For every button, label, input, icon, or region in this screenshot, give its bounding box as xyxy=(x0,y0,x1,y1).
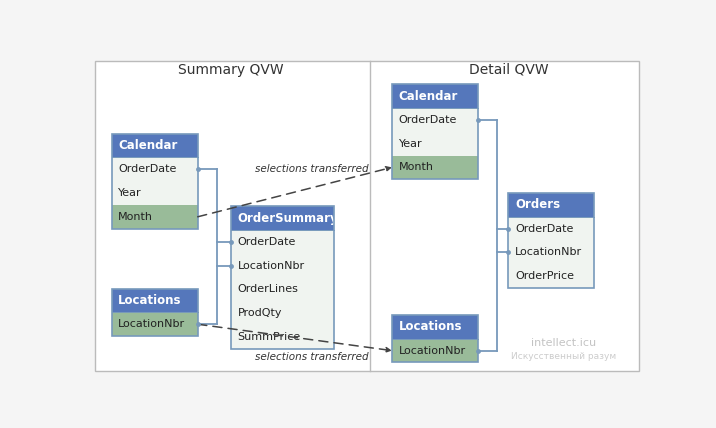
Text: OrderLines: OrderLines xyxy=(238,284,299,294)
Text: Calendar: Calendar xyxy=(118,139,178,152)
Text: Locations: Locations xyxy=(399,321,462,333)
Text: LocationNbr: LocationNbr xyxy=(399,345,465,356)
Text: OrderSummary: OrderSummary xyxy=(238,211,338,225)
FancyBboxPatch shape xyxy=(112,181,198,205)
Text: Calendar: Calendar xyxy=(399,90,458,103)
FancyBboxPatch shape xyxy=(112,205,198,229)
FancyBboxPatch shape xyxy=(392,132,478,155)
Text: ProdQty: ProdQty xyxy=(238,308,282,318)
FancyBboxPatch shape xyxy=(231,254,334,277)
Text: Detail QVW: Detail QVW xyxy=(469,63,548,77)
Text: Locations: Locations xyxy=(118,294,182,307)
Text: Искусственный разум: Искусственный разум xyxy=(511,352,616,361)
Text: SummPrice: SummPrice xyxy=(238,332,301,342)
Text: selections transferred: selections transferred xyxy=(255,164,368,174)
FancyBboxPatch shape xyxy=(392,108,478,132)
Text: selections transferred: selections transferred xyxy=(255,352,368,362)
Text: LocationNbr: LocationNbr xyxy=(238,261,305,270)
Text: Year: Year xyxy=(118,188,142,198)
Text: OrderDate: OrderDate xyxy=(399,115,457,125)
FancyBboxPatch shape xyxy=(508,217,594,241)
FancyBboxPatch shape xyxy=(508,193,594,217)
FancyBboxPatch shape xyxy=(112,312,198,336)
FancyBboxPatch shape xyxy=(231,277,334,301)
FancyBboxPatch shape xyxy=(231,325,334,349)
FancyBboxPatch shape xyxy=(112,158,198,181)
FancyBboxPatch shape xyxy=(231,230,334,254)
Text: OrderPrice: OrderPrice xyxy=(515,271,574,281)
FancyBboxPatch shape xyxy=(392,155,478,179)
FancyBboxPatch shape xyxy=(231,301,334,325)
FancyBboxPatch shape xyxy=(508,241,594,264)
FancyBboxPatch shape xyxy=(112,288,198,312)
Text: LocationNbr: LocationNbr xyxy=(118,319,185,329)
FancyBboxPatch shape xyxy=(392,84,478,108)
Text: OrderDate: OrderDate xyxy=(238,237,296,247)
FancyBboxPatch shape xyxy=(508,264,594,288)
Text: Orders: Orders xyxy=(515,199,560,211)
Text: Month: Month xyxy=(399,162,434,172)
Text: LocationNbr: LocationNbr xyxy=(515,247,582,257)
FancyBboxPatch shape xyxy=(231,206,334,230)
Text: Summary QVW: Summary QVW xyxy=(178,63,284,77)
FancyBboxPatch shape xyxy=(392,315,478,339)
Text: Year: Year xyxy=(399,139,422,149)
FancyBboxPatch shape xyxy=(392,339,478,363)
Text: OrderDate: OrderDate xyxy=(515,224,574,234)
Text: Month: Month xyxy=(118,212,153,222)
Text: OrderDate: OrderDate xyxy=(118,164,177,174)
FancyBboxPatch shape xyxy=(112,134,198,158)
Text: intellect.icu: intellect.icu xyxy=(531,338,596,348)
